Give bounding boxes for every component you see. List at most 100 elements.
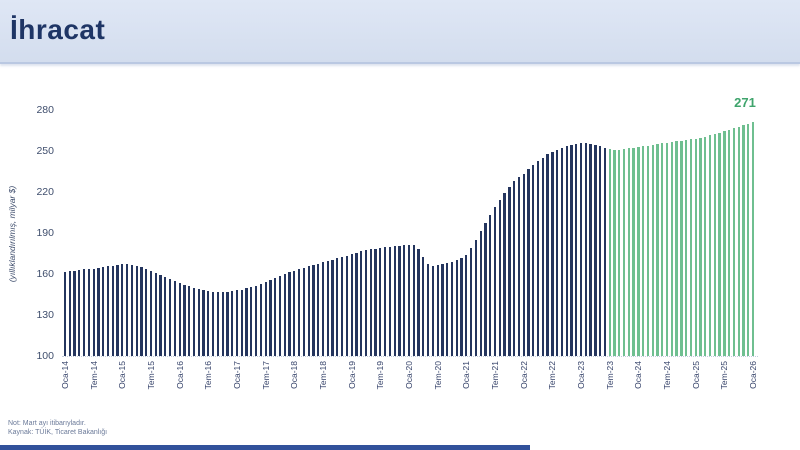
bar-gerçekleşme: [508, 186, 511, 356]
bar-gerçekleşme: [455, 259, 458, 356]
bar-gerçekleşme: [307, 266, 310, 356]
bar-gerçekleşme: [73, 270, 76, 356]
bar-gerçekleşme: [317, 263, 320, 356]
bar-gerçekleşme: [450, 261, 454, 356]
bar-tahmin: [680, 140, 683, 356]
footnote-source: Kaynak: TÜİK, Ticaret Bakanlığı: [8, 429, 108, 436]
bar-gerçekleşme: [159, 274, 162, 356]
bar-gerçekleşme: [551, 151, 554, 356]
bar-gerçekleşme: [192, 287, 196, 356]
y-tick-label: 280: [36, 104, 54, 116]
x-tick-label: Tem-17: [260, 361, 271, 390]
footer-accent-strip: [0, 445, 530, 450]
bar-gerçekleşme: [422, 256, 425, 356]
last-bar-value-label: 271: [734, 95, 756, 110]
bar-tahmin: [665, 142, 669, 356]
bar-tahmin: [646, 145, 650, 356]
bar-gerçekleşme: [374, 248, 377, 356]
bar-tahmin: [732, 128, 736, 356]
bar-tahmin: [737, 127, 740, 356]
bar-tahmin: [718, 132, 721, 356]
bar-gerçekleşme: [259, 284, 263, 356]
bar-tahmin: [723, 131, 726, 356]
bar-gerçekleşme: [312, 265, 315, 356]
bar-gerçekleşme: [412, 244, 415, 356]
bar-gerçekleşme: [584, 143, 587, 356]
bar-tahmin: [713, 133, 716, 356]
bar-gerçekleşme: [503, 192, 506, 356]
bar-gerçekleşme: [149, 270, 153, 356]
bar-gerçekleşme: [532, 165, 535, 356]
bar-gerçekleşme: [140, 267, 143, 356]
bar-gerçekleşme: [589, 144, 592, 356]
bar-gerçekleşme: [469, 248, 473, 356]
bar-gerçekleşme: [369, 249, 372, 356]
bar-tahmin: [651, 144, 654, 356]
bar-gerçekleşme: [579, 143, 583, 356]
bar-gerçekleşme: [278, 276, 282, 356]
bar-gerçekleşme: [598, 146, 602, 356]
x-tick-label: Tem-19: [375, 361, 386, 390]
bar-gerçekleşme: [417, 248, 420, 356]
bar-gerçekleşme: [465, 254, 468, 356]
bar-gerçekleşme: [541, 157, 544, 356]
bar-gerçekleşme: [283, 274, 286, 356]
bar-tahmin: [627, 148, 630, 356]
bar-tahmin: [704, 136, 707, 356]
bar-gerçekleşme: [426, 263, 430, 356]
bar-gerçekleşme: [269, 280, 272, 356]
x-tick-label: Tem-20: [432, 361, 443, 390]
bar-tahmin: [727, 129, 731, 356]
x-tick-label: Tem-16: [203, 361, 214, 390]
bar-tahmin: [742, 125, 745, 356]
bar-gerçekleşme: [82, 269, 86, 356]
bar-gerçekleşme: [594, 144, 597, 356]
bar-tahmin: [637, 146, 640, 356]
bar-gerçekleşme: [498, 199, 501, 356]
bar-gerçekleşme: [331, 259, 334, 356]
bar-gerçekleşme: [211, 291, 215, 356]
bar-gerçekleşme: [393, 245, 396, 356]
bar-gerçekleşme: [264, 282, 267, 356]
x-tick-label: Tem-25: [719, 361, 730, 390]
x-tick-label: Tem-18: [318, 361, 328, 390]
bar-gerçekleşme: [407, 245, 411, 356]
bar-gerçekleşme: [111, 265, 114, 356]
bar-gerçekleşme: [288, 271, 291, 356]
bar-tahmin: [670, 142, 673, 356]
bar-gerçekleşme: [97, 267, 100, 356]
bar-tahmin: [694, 138, 697, 356]
bar-gerçekleşme: [321, 262, 325, 356]
y-tick-label: 100: [36, 350, 54, 362]
footnote-note: Not: Mart ayı itibarıyladır.: [8, 420, 86, 427]
bar-gerçekleşme: [254, 285, 258, 356]
y-tick-label: 220: [36, 186, 54, 198]
bar-tahmin: [708, 135, 712, 356]
bar-gerçekleşme: [555, 149, 559, 356]
x-tick-label: Tem-23: [604, 361, 615, 390]
bar-gerçekleşme: [63, 271, 67, 356]
x-tick-label: Tem-15: [146, 361, 156, 390]
bar-gerçekleşme: [102, 267, 105, 356]
bar-gerçekleşme: [460, 257, 463, 356]
bar-gerçekleşme: [274, 278, 277, 356]
x-tick-label: Oca-19: [346, 361, 357, 389]
bar-gerçekleşme: [512, 181, 516, 356]
export-bar-chart: (yıllıklandırılmış, milyar $) 271 280 250…: [0, 62, 800, 450]
x-tick-label: Tem-24: [662, 361, 673, 390]
bar-gerçekleşme: [121, 264, 124, 356]
bar-gerçekleşme: [565, 146, 568, 356]
bar-gerçekleşme: [575, 144, 578, 356]
bar-gerçekleşme: [240, 289, 243, 356]
bar-gerçekleşme: [398, 245, 401, 356]
x-tick-label: Oca-17: [232, 361, 242, 389]
bar-gerçekleşme: [293, 270, 296, 356]
bar-gerçekleşme: [197, 289, 200, 356]
bar-gerçekleşme: [360, 251, 363, 356]
bar-tahmin: [751, 122, 755, 356]
bar-gerçekleşme: [517, 176, 521, 356]
bar-gerçekleşme: [216, 292, 220, 356]
bar-gerçekleşme: [383, 247, 387, 356]
bar-tahmin: [689, 139, 693, 356]
bar-tahmin: [656, 144, 659, 356]
